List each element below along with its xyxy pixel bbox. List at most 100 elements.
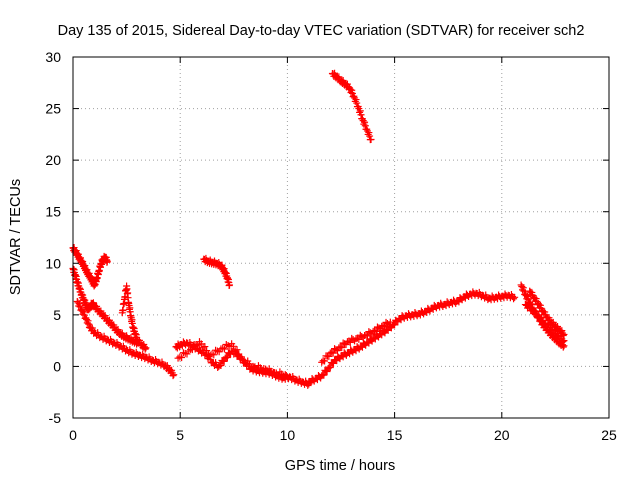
data-point bbox=[367, 136, 375, 144]
data-point bbox=[84, 317, 92, 325]
series-isolated-arc-12-14-h bbox=[328, 69, 375, 144]
series-early-hours-bands bbox=[69, 244, 178, 380]
data-point bbox=[336, 343, 344, 351]
data-point bbox=[235, 350, 243, 358]
data-point bbox=[226, 281, 234, 289]
data-point bbox=[352, 96, 360, 104]
x-tick-label: 0 bbox=[69, 427, 77, 443]
data-point bbox=[511, 293, 519, 301]
tick-labels: 0 5 10 15 20 25 -5 0 5 10 15 20 25 30 bbox=[45, 49, 617, 443]
data-point bbox=[328, 348, 336, 356]
y-tick-label: 0 bbox=[53, 358, 61, 374]
data-point bbox=[83, 315, 91, 323]
data-point bbox=[142, 344, 150, 352]
x-tick-label: 10 bbox=[280, 427, 296, 443]
data-point bbox=[217, 361, 225, 369]
y-axis-label: SDTVAR / TECUs bbox=[8, 179, 24, 295]
data-point bbox=[363, 127, 371, 135]
data-point bbox=[74, 299, 82, 307]
y-tick-label: 30 bbox=[45, 49, 61, 65]
x-tick-label: 15 bbox=[387, 427, 403, 443]
data-point bbox=[178, 354, 186, 362]
data-point bbox=[85, 320, 93, 328]
data-point bbox=[524, 293, 532, 301]
data-point bbox=[522, 292, 530, 300]
data-point bbox=[329, 349, 337, 357]
y-tick-label: 5 bbox=[53, 307, 61, 323]
data-point bbox=[325, 352, 333, 360]
data-point bbox=[321, 357, 329, 365]
data-point bbox=[510, 295, 518, 303]
data-point bbox=[356, 107, 364, 115]
data-point bbox=[103, 257, 111, 265]
data-point bbox=[80, 308, 88, 316]
data-point bbox=[221, 345, 229, 353]
series-late-descent bbox=[517, 281, 568, 351]
data-point bbox=[554, 331, 562, 339]
data-point bbox=[188, 346, 196, 354]
data-point bbox=[203, 347, 211, 355]
data-point bbox=[528, 306, 536, 314]
data-point bbox=[141, 345, 149, 353]
data-point bbox=[197, 340, 205, 348]
x-tick-label: 20 bbox=[494, 427, 510, 443]
x-tick-label: 5 bbox=[176, 427, 184, 443]
data-point bbox=[346, 85, 354, 93]
data-point bbox=[119, 306, 127, 314]
axis-ticks bbox=[72, 56, 610, 419]
data-point bbox=[75, 300, 83, 308]
data-point bbox=[320, 371, 328, 379]
data-point bbox=[78, 307, 86, 315]
data-point bbox=[281, 371, 289, 379]
data-point bbox=[366, 132, 374, 140]
data-point bbox=[560, 337, 568, 345]
series-afternoon-rise bbox=[305, 288, 519, 387]
x-tick-label: 25 bbox=[601, 427, 617, 443]
data-point bbox=[359, 117, 367, 125]
data-point bbox=[361, 118, 369, 126]
y-tick-label: -5 bbox=[49, 410, 62, 426]
data-point bbox=[323, 367, 331, 375]
data-point bbox=[519, 284, 527, 292]
y-tick-label: 20 bbox=[45, 152, 61, 168]
data-point bbox=[353, 99, 361, 107]
data-points bbox=[69, 69, 568, 389]
y-tick-label: 25 bbox=[45, 101, 61, 117]
data-point bbox=[357, 111, 365, 119]
grid-lines bbox=[73, 57, 609, 418]
data-point bbox=[174, 354, 182, 362]
data-point bbox=[547, 325, 555, 333]
data-point bbox=[348, 86, 356, 94]
data-point bbox=[220, 357, 228, 365]
data-point bbox=[518, 282, 526, 290]
data-point bbox=[361, 122, 369, 130]
data-point bbox=[365, 129, 373, 137]
data-point bbox=[170, 371, 178, 379]
data-point bbox=[338, 344, 346, 352]
plot-frame bbox=[72, 56, 610, 419]
data-point bbox=[521, 301, 529, 309]
data-point bbox=[536, 301, 544, 309]
data-point bbox=[212, 346, 220, 354]
data-point bbox=[229, 342, 237, 350]
data-point bbox=[223, 354, 231, 362]
data-point bbox=[371, 327, 379, 334]
data-point bbox=[201, 343, 209, 351]
x-axis-label: GPS time / hours bbox=[285, 458, 395, 474]
y-tick-label: 10 bbox=[45, 255, 61, 271]
data-point bbox=[169, 372, 177, 380]
y-tick-label: 15 bbox=[45, 204, 61, 220]
data-point bbox=[233, 346, 241, 354]
chart-title: Day 135 of 2015, Sidereal Day-to-day VTE… bbox=[58, 23, 585, 39]
data-point bbox=[559, 338, 567, 346]
data-point bbox=[537, 314, 545, 322]
data-point bbox=[326, 364, 334, 372]
series-morning-band bbox=[172, 338, 313, 389]
data-point bbox=[535, 301, 543, 309]
data-point bbox=[386, 318, 394, 326]
data-point bbox=[210, 351, 218, 359]
series-isolated-cluster-6-7-5-h bbox=[200, 254, 234, 290]
data-point bbox=[372, 327, 380, 335]
data-point bbox=[541, 319, 549, 327]
